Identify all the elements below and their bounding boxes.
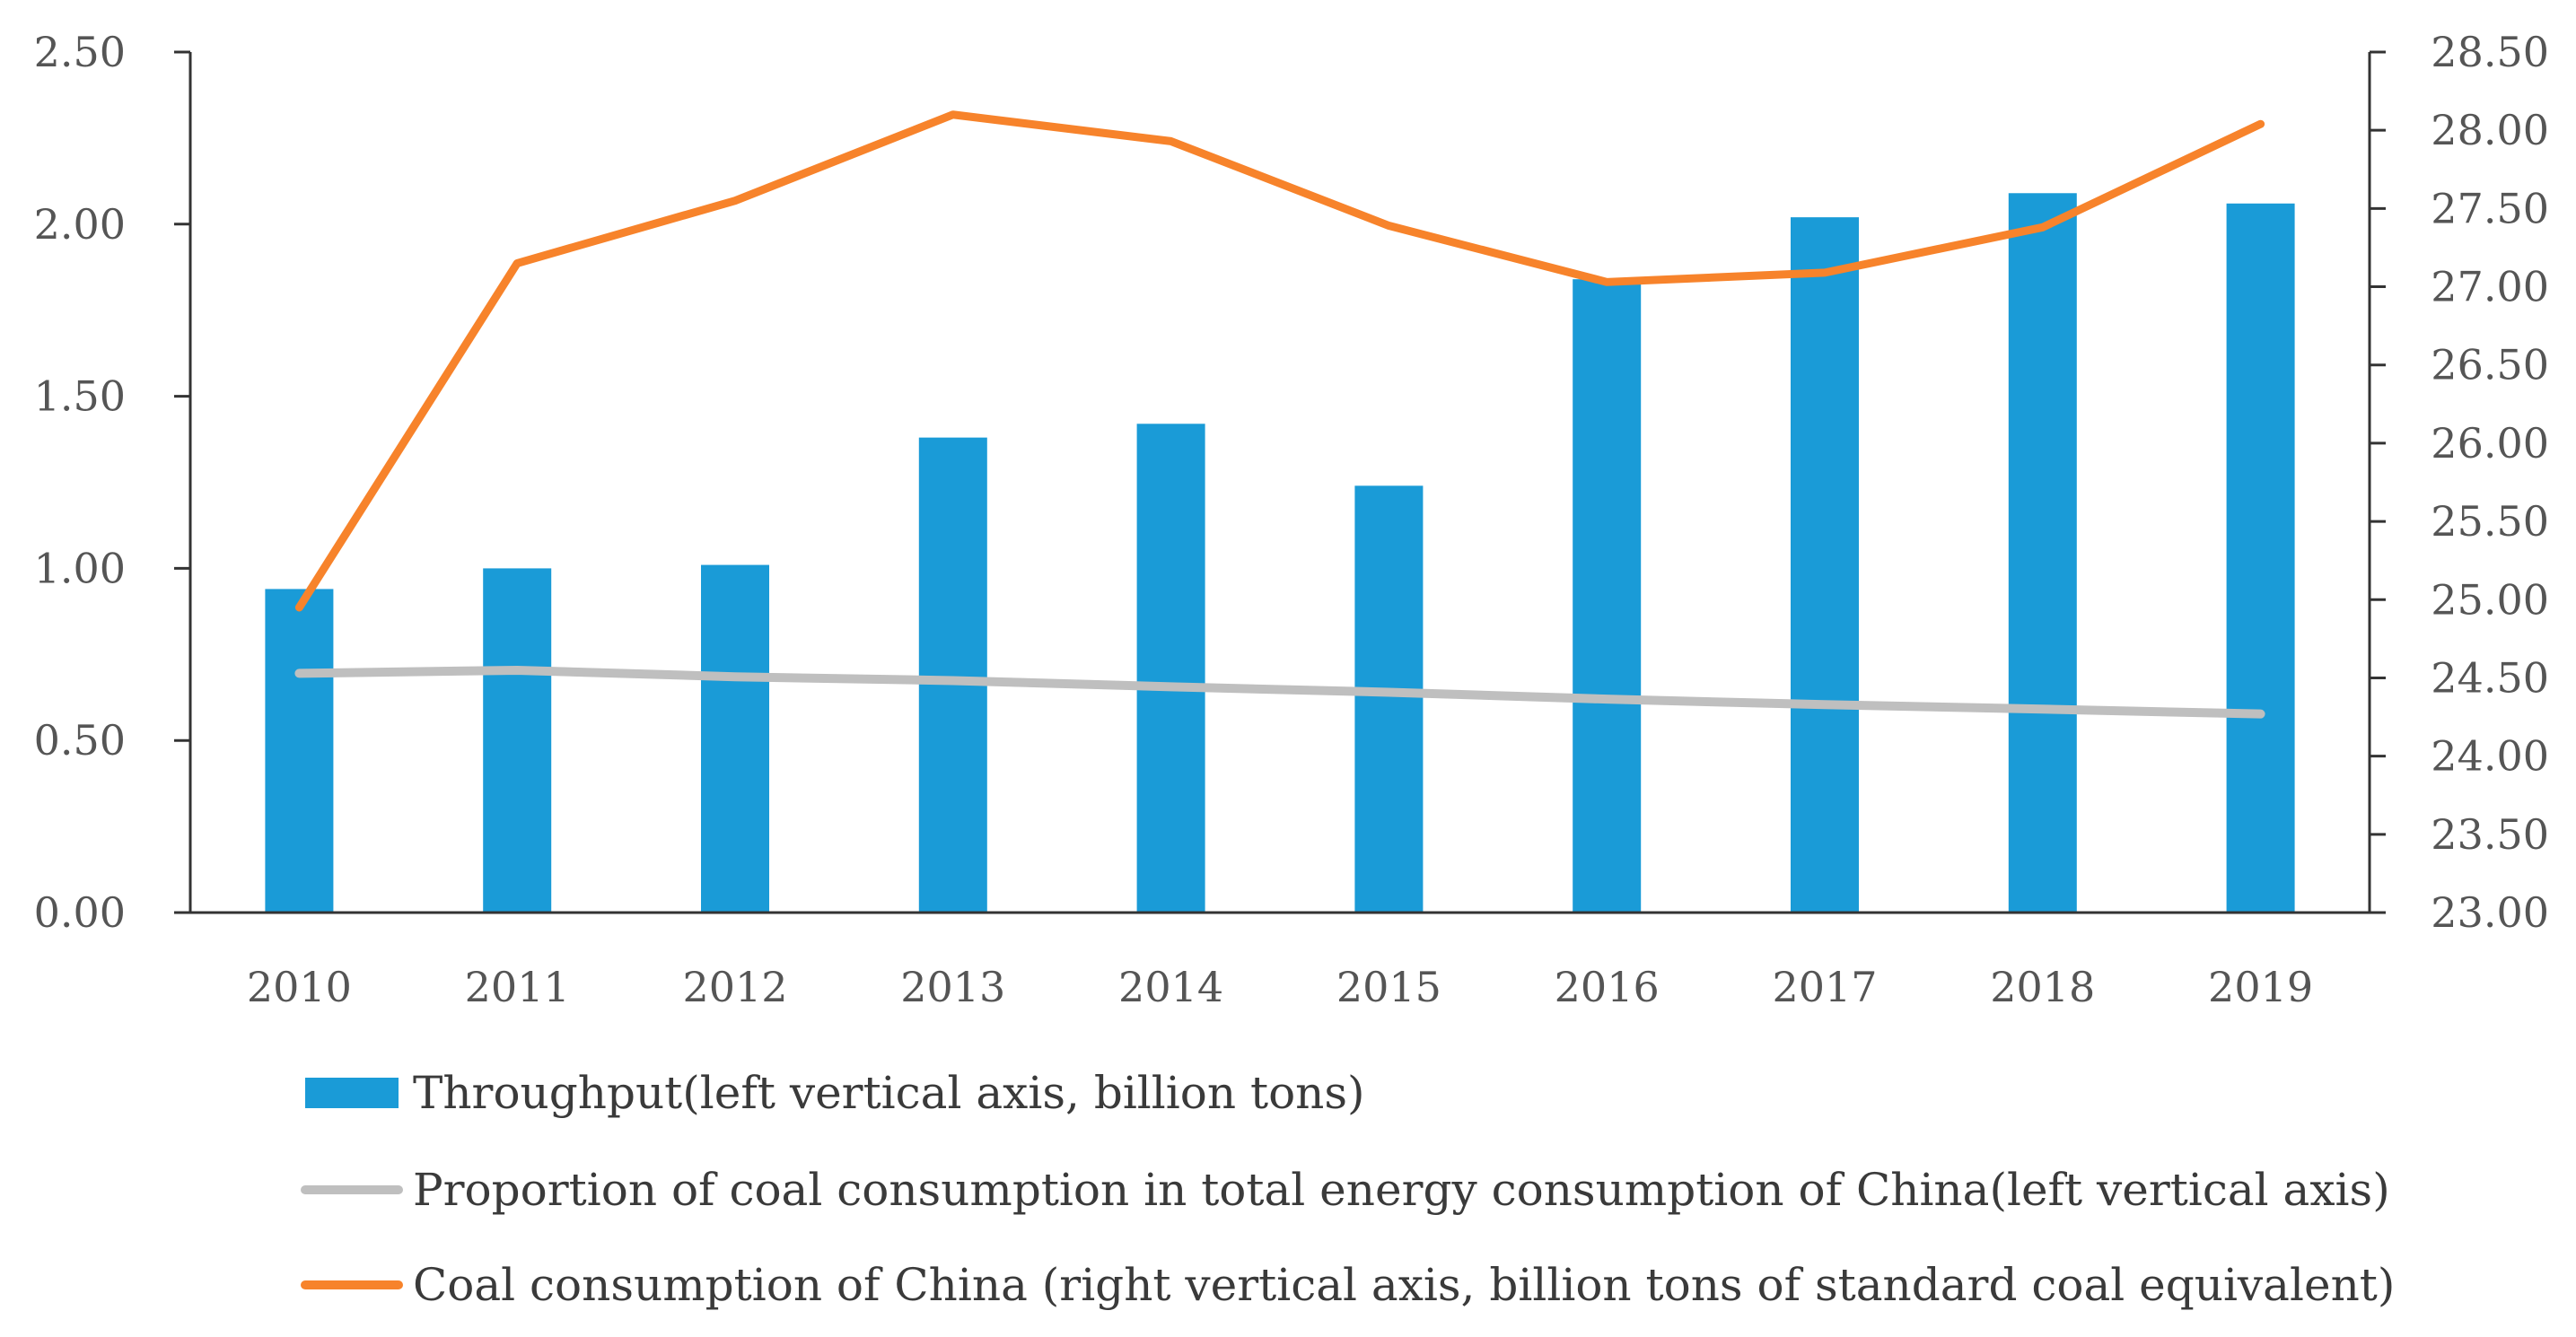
line-series-1 (294, 665, 2265, 719)
bar-2013 (918, 437, 987, 913)
right-tick-label: 26.50 (2431, 341, 2549, 389)
legend-label-2: Coal consumption of China (right vertica… (413, 1259, 2395, 1311)
x-tick-label-2018: 2018 (1990, 963, 2095, 1011)
right-tick-label: 28.50 (2431, 28, 2549, 76)
line-series-2 (294, 110, 2265, 612)
legend: Throughput(left vertical axis, billion t… (301, 1067, 2395, 1311)
x-tick-label-2016: 2016 (1555, 963, 1660, 1011)
legend-label-1: Proportion of coal consumption in total … (413, 1164, 2390, 1216)
x-tick-label-2012: 2012 (682, 963, 787, 1011)
right-tick-label: 24.00 (2431, 732, 2549, 781)
bar-2012 (701, 564, 769, 913)
right-tick-label: 23.00 (2431, 888, 2549, 937)
right-tick-label: 27.00 (2431, 263, 2549, 311)
bar-2017 (1791, 217, 1859, 913)
left-tick-label: 0.00 (34, 888, 126, 937)
left-tick-label: 2.50 (34, 28, 126, 76)
bars-group (265, 193, 2295, 913)
legend-swatch-bar (305, 1078, 399, 1108)
bar-2011 (483, 568, 552, 913)
right-tick-label: 23.50 (2431, 810, 2549, 859)
bar-2016 (1573, 279, 1642, 913)
x-tick-label-2010: 2010 (247, 963, 352, 1011)
x-tick-label-2013: 2013 (900, 963, 1005, 1011)
bar-2019 (2226, 203, 2295, 913)
left-tick-label: 1.50 (34, 372, 126, 421)
right-tick-label: 24.50 (2431, 653, 2549, 702)
x-tick-label-2019: 2019 (2208, 963, 2313, 1011)
right-tick-label: 28.00 (2431, 106, 2549, 154)
bar-2018 (2008, 193, 2077, 913)
bar-2014 (1136, 424, 1205, 913)
left-tick-label: 0.50 (34, 716, 126, 765)
bar-2015 (1354, 485, 1424, 913)
axes-group (188, 52, 2371, 914)
x-tick-label-2017: 2017 (1772, 963, 1877, 1011)
left-tick-label: 1.00 (34, 544, 126, 592)
right-tick-label: 25.50 (2431, 497, 2549, 546)
right-tick-label: 27.50 (2431, 184, 2549, 232)
left-tick-label: 2.00 (34, 200, 126, 249)
right-tick-label: 26.00 (2431, 419, 2549, 468)
ticks-group: 0.00 0.50 1.00 1.50 2.00 2.50 23.00 23.50 24.00 2… (34, 28, 2549, 1011)
lines-group (294, 110, 2265, 719)
bar-2010 (265, 589, 334, 913)
legend-label-0: Throughput(left vertical axis, billion t… (413, 1067, 1365, 1119)
x-tick-label-2014: 2014 (1118, 963, 1223, 1011)
x-tick-label-2011: 2011 (465, 963, 570, 1011)
x-tick-label-2015: 2015 (1336, 963, 1441, 1011)
right-tick-label: 25.00 (2431, 575, 2549, 624)
